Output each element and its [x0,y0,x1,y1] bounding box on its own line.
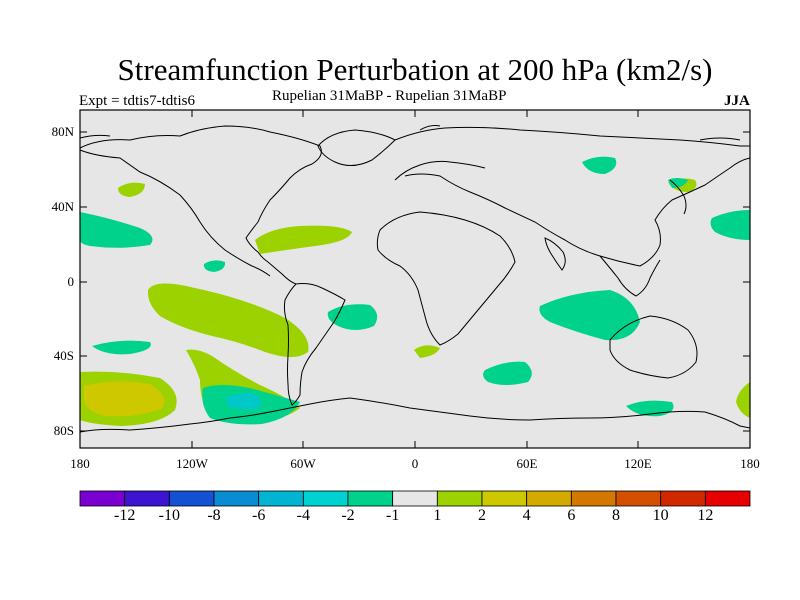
contour-region-neg4-southern-ocean [226,393,262,410]
lat-ticks [80,131,750,432]
coastline-japan [669,179,687,215]
contour-region-pos-east-pacific-edge [736,382,750,418]
coastline-greenland [317,129,396,166]
colorbar-swatch [168,490,215,507]
coastline-antarctica [79,397,751,433]
contour-region-pos-north-atlantic [255,225,352,254]
plot-title: Streamfunction Perturbation at 200 hPa (… [117,52,713,87]
colorbar-swatch [570,490,617,507]
colorbar-label: 10 [652,507,669,524]
coastlines [79,125,751,433]
colorbar-label: 1 [433,507,442,524]
lat-label-0: 0 [67,274,75,289]
experiment-label: Expt = tdtis7-tdtis6 [79,93,195,109]
colorbar-swatch [660,490,706,507]
lat-label-40s: 40S [53,348,74,363]
contour-region-pos-sw-pacific-core [84,381,165,417]
coastline-australia [609,315,698,379]
colorbar-swatch [124,490,170,507]
colorbar-label: 2 [478,507,486,524]
contour-region-neg-pacific-island [203,260,226,272]
lon-ticks [191,110,639,448]
lon-label-60e: 60E [516,456,538,471]
colorbar-swatch [526,490,572,507]
lat-label-80n: 80N [51,124,74,139]
colorbar-swatch [347,490,394,507]
contour-region-neg-north-pacific-east [710,210,750,240]
contour-region-neg-south-pacific-mid [92,340,151,355]
colorbar-label: -1 [385,507,400,524]
lon-label-60w: 60W [290,456,316,471]
colorbar-label: -12 [113,507,136,524]
lon-label-120w: 120W [176,456,208,471]
lat-label-40n: 40N [51,199,74,214]
contour-region-pos-south-atlantic [414,345,440,358]
colorbar-label: 4 [522,507,531,524]
colorbar-swatch [79,490,126,507]
colorbar-swatch [481,490,528,507]
lon-label-180w: 180 [70,456,90,471]
contour-region-pos-north-pacific [118,182,145,197]
colorbar-label: -2 [341,507,355,524]
colorbar-swatch [213,490,260,507]
colorbar [79,490,751,507]
coastline-africa [376,211,516,346]
colorbar-label: -8 [207,507,221,524]
period-label: Rupelian 31MaBP - Rupelian 31MaBP [272,88,507,104]
coastline-india [544,237,566,271]
colorbar-swatch [615,490,662,507]
contour-region-neg-indian-ocean [539,290,640,341]
contour-region-neg-east-asia [668,178,688,188]
coastline-europe-asia [394,126,751,267]
season-label: JJA [724,93,750,109]
lon-label-0: 0 [411,456,419,471]
colorbar-swatch [302,490,349,507]
colorbar-label: -6 [251,507,266,524]
coastline-southeast-asia [599,255,661,297]
contour-region-pos-south-pacific [147,283,309,357]
coastline-north-america-west [79,149,271,277]
colorbar-swatch [258,490,304,507]
colorbar-swatch [436,490,483,507]
coastline-south-america [283,283,346,406]
coastline-europe-north [394,160,486,181]
colorbar-label: -4 [296,507,310,524]
contour-region-neg-south-indian [483,361,532,385]
lon-label-180e: 180 [740,456,760,471]
colorbar-label: 6 [567,507,576,524]
contour-region-neg-pacific-north [80,212,153,248]
contour-region-neg-siberia [582,156,617,174]
coastline-north-america [79,125,322,285]
lat-label-80s: 80S [53,423,74,438]
contour-fills [80,156,750,426]
coastline-arctic-islands [79,125,741,141]
colorbar-label: -10 [158,507,180,524]
colorbar-swatch [704,490,751,507]
colorbar-label: 12 [697,507,714,524]
colorbar-swatch [392,490,438,507]
lon-label-120e: 120E [624,456,652,471]
colorbar-label: 8 [612,507,620,524]
